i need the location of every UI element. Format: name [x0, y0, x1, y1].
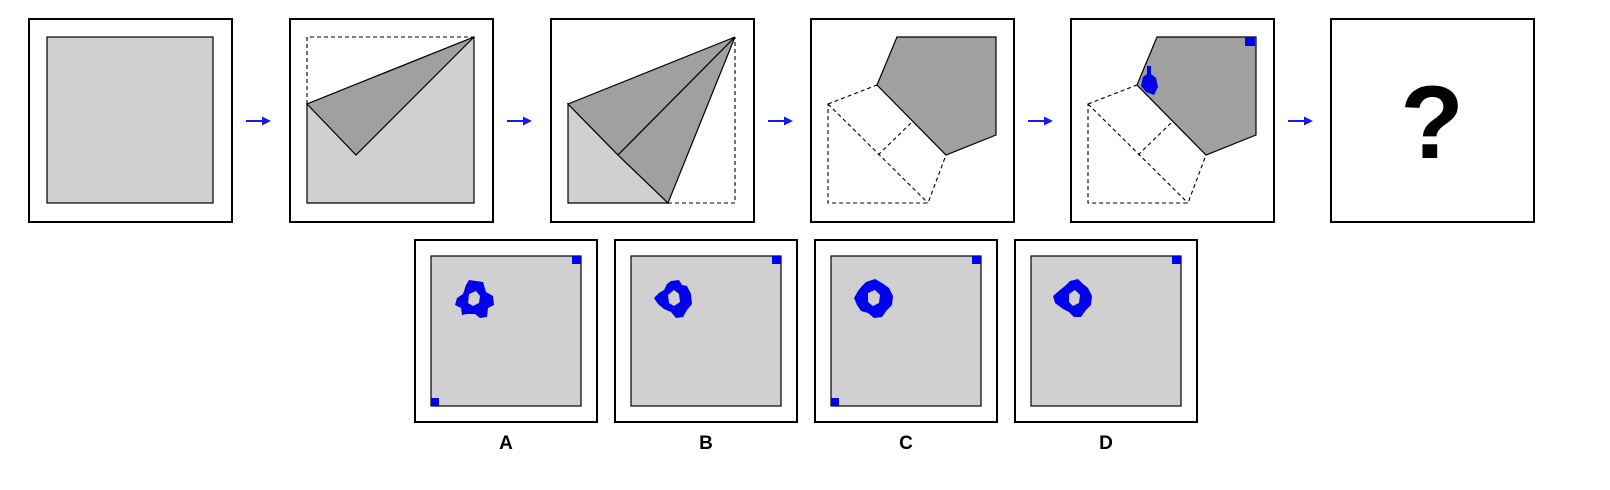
folded-flap: [1136, 36, 1257, 156]
panel-frame: [1330, 18, 1535, 223]
question-mark: ?: [1400, 65, 1464, 181]
punch-hole: [1172, 256, 1181, 264]
option-label: D: [1099, 433, 1113, 454]
step-2-panel: [289, 18, 494, 223]
punch-hole: [572, 256, 581, 264]
sequence-arrow: [246, 116, 271, 126]
punch-hole-cluster: [455, 280, 494, 318]
step-1-panel: [28, 18, 233, 223]
step-5-panel: [1070, 18, 1275, 223]
folded-flap: [876, 36, 997, 156]
fold-outline-dashed: [668, 37, 736, 204]
crease-dashed: [827, 103, 929, 204]
fold-outline-dashed: [1087, 84, 1207, 204]
punch-hole: [772, 256, 781, 264]
fold-outline-dashed: [306, 36, 474, 104]
question-panel: ?: [1330, 18, 1535, 223]
folded-flap: [617, 36, 736, 205]
option-d[interactable]: D: [1014, 239, 1198, 454]
punch-hole: [972, 256, 981, 264]
punch-hole: [831, 398, 839, 406]
crease-dashed: [1087, 103, 1189, 204]
punch-hole-cluster: [854, 279, 893, 318]
option-c[interactable]: C: [814, 239, 998, 454]
folded-flap: [305, 36, 475, 156]
paper-square: [830, 255, 982, 407]
step-4-panel: [810, 18, 1015, 223]
option-label: B: [699, 433, 713, 454]
fold-outline-dashed: [827, 84, 947, 204]
step-3-panel: [550, 18, 755, 223]
paper-square: [46, 36, 214, 204]
punch-hole: [1245, 37, 1255, 46]
sequence-arrow: [768, 116, 793, 126]
punch-hole: [431, 398, 439, 406]
punch-hole: [1141, 66, 1158, 95]
option-label: A: [499, 433, 513, 454]
paper-square: [430, 255, 582, 407]
crease-dashed: [1137, 121, 1173, 156]
option-b[interactable]: B: [614, 239, 798, 454]
option-a[interactable]: A: [414, 239, 598, 454]
sequence-arrow: [507, 116, 532, 126]
paper-square: [630, 255, 782, 407]
crease-dashed: [877, 121, 913, 156]
sequence-arrow: [1028, 116, 1053, 126]
option-label: C: [899, 433, 913, 454]
punch-hole-cluster: [1053, 279, 1092, 317]
sequence-arrow: [1288, 116, 1313, 126]
paper-square: [1030, 255, 1182, 407]
punch-hole-cluster: [654, 280, 692, 318]
